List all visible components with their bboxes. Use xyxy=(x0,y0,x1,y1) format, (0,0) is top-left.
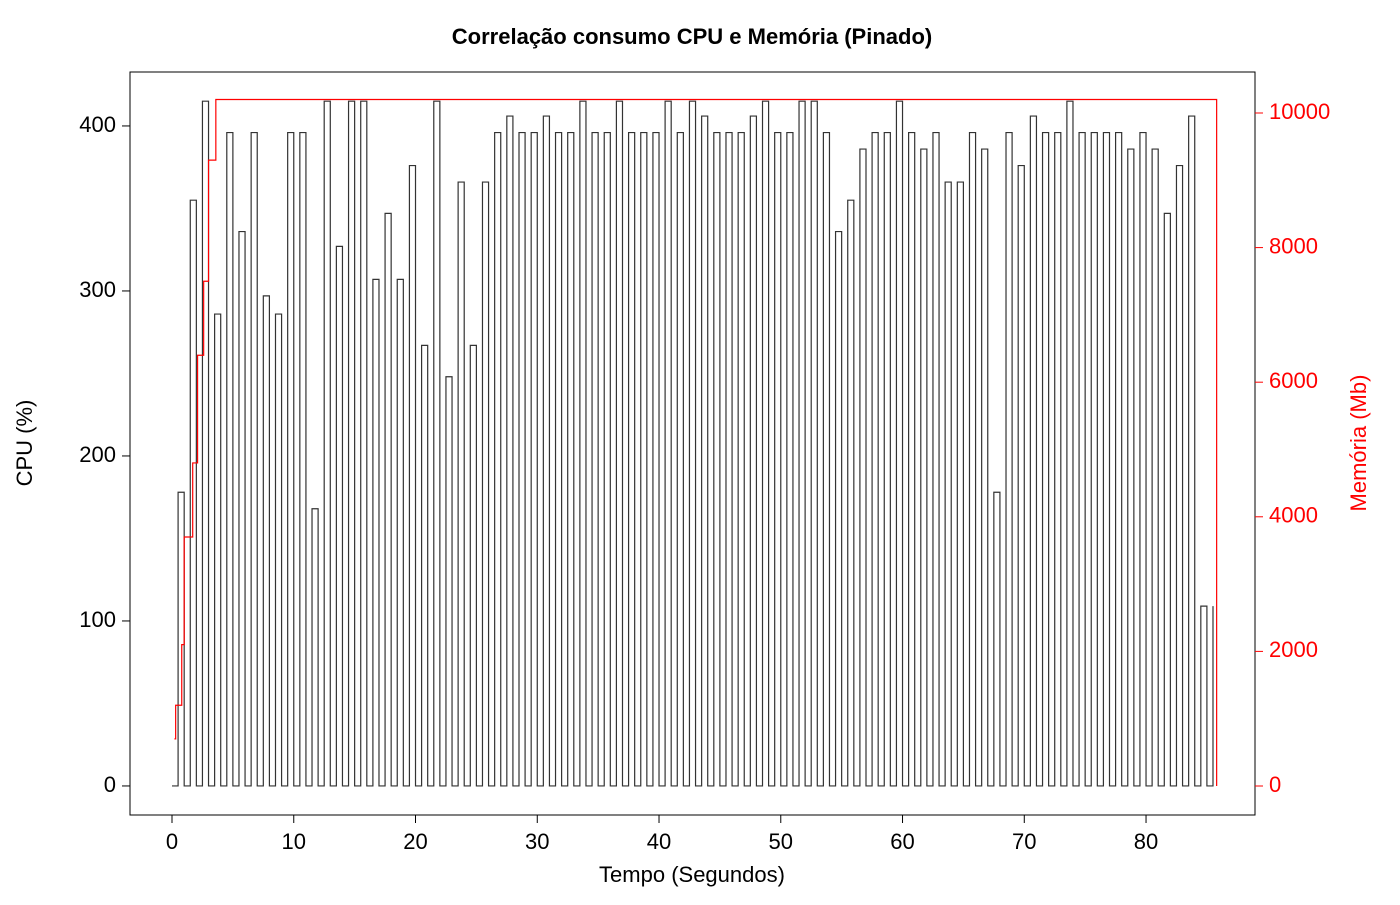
y-tick-label: 100 xyxy=(79,607,116,632)
y-tick-label: 0 xyxy=(104,772,116,797)
y2-axis-label: Memória (Mb) xyxy=(1346,375,1371,512)
plot-frame xyxy=(129,71,1256,816)
chart-title: Correlação consumo CPU e Memória (Pinado… xyxy=(452,24,932,49)
x-axis-label: Tempo (Segundos) xyxy=(599,862,785,887)
data-line xyxy=(174,98,1218,786)
y-tick-label: 200 xyxy=(79,442,116,467)
y2-tick-label: 10000 xyxy=(1269,99,1330,124)
y-tick-label: 300 xyxy=(79,277,116,302)
y2-tick-label: 0 xyxy=(1269,772,1281,797)
x-tick-label: 10 xyxy=(282,829,306,854)
x-tick-label: 50 xyxy=(769,829,793,854)
y-axis-label: CPU (%) xyxy=(12,400,37,487)
x-tick-label: 40 xyxy=(647,829,671,854)
x-tick-label: 60 xyxy=(890,829,914,854)
x-tick-label: 20 xyxy=(403,829,427,854)
y2-tick-label: 4000 xyxy=(1269,503,1318,528)
y-tick-label: 400 xyxy=(79,112,116,137)
x-tick-label: 70 xyxy=(1012,829,1036,854)
y2-tick-label: 6000 xyxy=(1269,368,1318,393)
data-line xyxy=(172,100,1214,787)
y2-tick-label: 2000 xyxy=(1269,637,1318,662)
x-tick-label: 0 xyxy=(166,829,178,854)
y2-tick-label: 8000 xyxy=(1269,233,1318,258)
x-tick-label: 30 xyxy=(525,829,549,854)
x-tick-label: 80 xyxy=(1134,829,1158,854)
